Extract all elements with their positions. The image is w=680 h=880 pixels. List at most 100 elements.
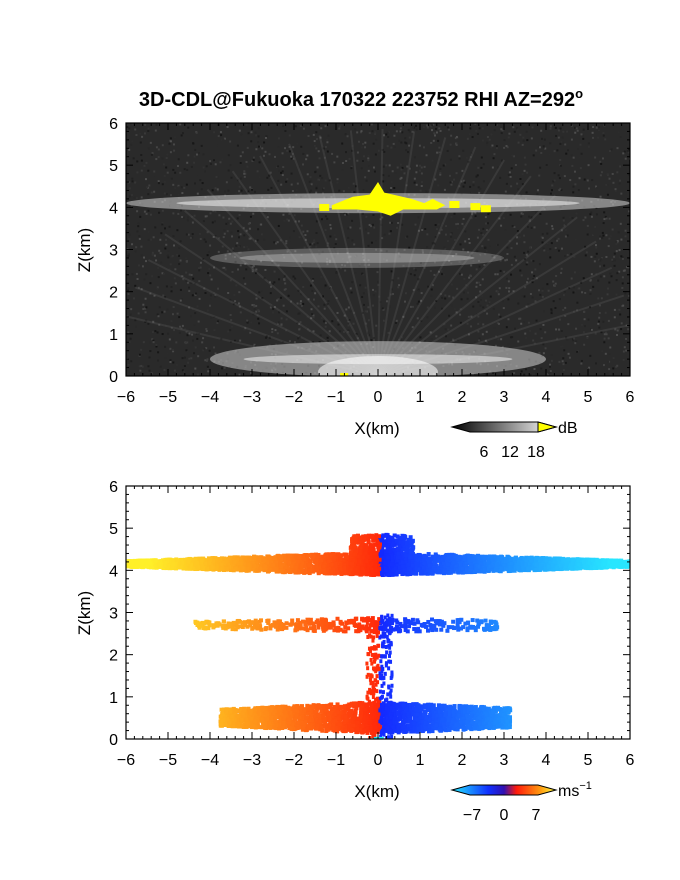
noise-pixel (490, 146, 493, 149)
noise-pixel (316, 166, 319, 169)
noise-pixel (283, 256, 286, 259)
noise-pixel (481, 245, 484, 248)
noise-pixel (155, 259, 158, 262)
noise-pixel (294, 130, 297, 133)
noise-pixel (215, 175, 218, 178)
noise-pixel (350, 167, 353, 170)
beam-streak (377, 129, 384, 376)
noise-pixel (602, 134, 605, 137)
noise-pixel (205, 215, 208, 218)
noise-pixel (562, 308, 565, 311)
noise-pixel (422, 146, 425, 149)
noise-pixel (224, 190, 227, 193)
noise-pixel (550, 359, 553, 362)
velocity-pixel-upper (344, 552, 349, 557)
noise-pixel (574, 183, 577, 186)
noise-pixel (227, 246, 230, 249)
noise-pixel (277, 137, 280, 140)
velocity-pixel-upper (394, 572, 399, 577)
noise-pixel (620, 238, 623, 241)
noise-pixel (433, 134, 436, 137)
x-tick-label: 3 (500, 389, 509, 406)
backscatter-x-axis-label: X(km) (354, 419, 399, 438)
noise-pixel (540, 151, 543, 154)
noise-pixel (198, 269, 201, 272)
noise-pixel (469, 185, 472, 188)
noise-pixel (331, 320, 334, 323)
noise-pixel (251, 268, 254, 271)
noise-pixel (131, 273, 134, 276)
noise-pixel (187, 154, 190, 157)
noise-pixel (317, 150, 320, 153)
noise-pixel (221, 367, 224, 370)
noise-pixel (443, 246, 446, 249)
saturated-pixel (470, 203, 481, 211)
noise-pixel (170, 255, 173, 258)
noise-pixel (601, 236, 604, 239)
noise-pixel (417, 289, 420, 292)
noise-pixel (355, 185, 358, 188)
noise-pixel (517, 297, 520, 300)
noise-pixel (287, 294, 290, 297)
noise-pixel (229, 271, 232, 274)
noise-pixel (480, 166, 483, 169)
noise-pixel (561, 360, 564, 363)
noise-pixel (585, 251, 588, 254)
noise-pixel (288, 239, 291, 242)
noise-pixel (482, 233, 485, 236)
noise-pixel (335, 296, 338, 299)
noise-pixel (521, 183, 524, 186)
noise-pixel (251, 265, 254, 268)
noise-pixel (138, 237, 141, 240)
noise-pixel (370, 241, 373, 244)
backscatter-colorbar-tick: 6 (480, 444, 489, 461)
x-tick-label: −4 (201, 389, 219, 406)
noise-pixel (548, 153, 551, 156)
velocity-pixel-upper (462, 570, 467, 575)
noise-pixel (379, 301, 382, 304)
noise-pixel (625, 337, 628, 340)
noise-pixel (439, 293, 442, 296)
noise-pixel (362, 273, 365, 276)
noise-pixel (463, 277, 466, 280)
noise-pixel (527, 321, 530, 324)
noise-pixel (561, 136, 564, 139)
noise-pixel (466, 297, 469, 300)
noise-pixel (459, 295, 462, 298)
noise-pixel (227, 330, 230, 333)
noise-pixel (523, 251, 526, 254)
noise-pixel (351, 144, 354, 147)
noise-pixel (556, 337, 559, 340)
noise-pixel (362, 142, 365, 145)
noise-pixel (329, 235, 332, 238)
noise-pixel (136, 160, 139, 163)
noise-pixel (615, 242, 618, 245)
noise-pixel (284, 147, 287, 150)
noise-pixel (448, 174, 451, 177)
noise-pixel (290, 157, 293, 160)
noise-pixel (128, 181, 131, 184)
noise-pixel (209, 294, 212, 297)
noise-pixel (280, 171, 283, 174)
noise-pixel (478, 337, 481, 340)
noise-pixel (610, 275, 613, 278)
noise-pixel (571, 217, 574, 220)
velocity-plot-area (126, 532, 630, 739)
noise-pixel (584, 291, 587, 294)
noise-pixel (604, 352, 607, 355)
noise-pixel (162, 272, 165, 275)
noise-pixel (297, 312, 300, 315)
noise-pixel (538, 146, 541, 149)
noise-pixel (367, 319, 370, 322)
noise-pixel (279, 239, 282, 242)
noise-pixel (576, 287, 579, 290)
noise-pixel (222, 216, 225, 219)
noise-pixel (623, 150, 626, 153)
noise-pixel (405, 149, 408, 152)
velocity-pixel-upper (552, 556, 557, 561)
noise-pixel (573, 271, 576, 274)
noise-pixel (172, 235, 175, 238)
noise-pixel (266, 176, 269, 179)
noise-pixel (322, 147, 325, 150)
